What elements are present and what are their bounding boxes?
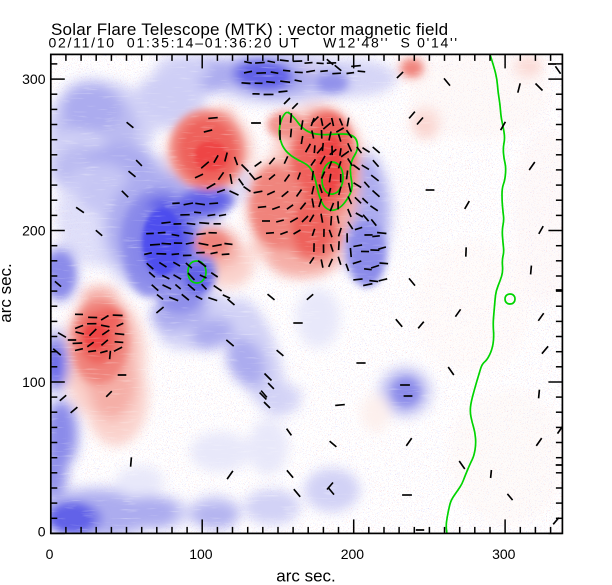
svg-text:100: 100: [189, 546, 213, 562]
svg-text:02/11/10 01:35:14–01:36:20 UT: 02/11/10 01:35:14–01:36:20 UT W12'48'' S…: [49, 34, 459, 50]
svg-text:200: 200: [22, 223, 46, 239]
svg-text:0: 0: [38, 523, 46, 539]
svg-text:Solar Flare Telescope (MTK) :: Solar Flare Telescope (MTK) : vector mag…: [51, 20, 448, 39]
svg-text:100: 100: [22, 374, 46, 390]
svg-text:arc sec.: arc sec.: [276, 567, 336, 585]
svg-text:arc sec.: arc sec.: [0, 263, 15, 323]
svg-text:0: 0: [46, 546, 54, 562]
svg-text:300: 300: [492, 546, 516, 562]
svg-text:200: 200: [341, 546, 365, 562]
svg-text:300: 300: [22, 71, 46, 87]
